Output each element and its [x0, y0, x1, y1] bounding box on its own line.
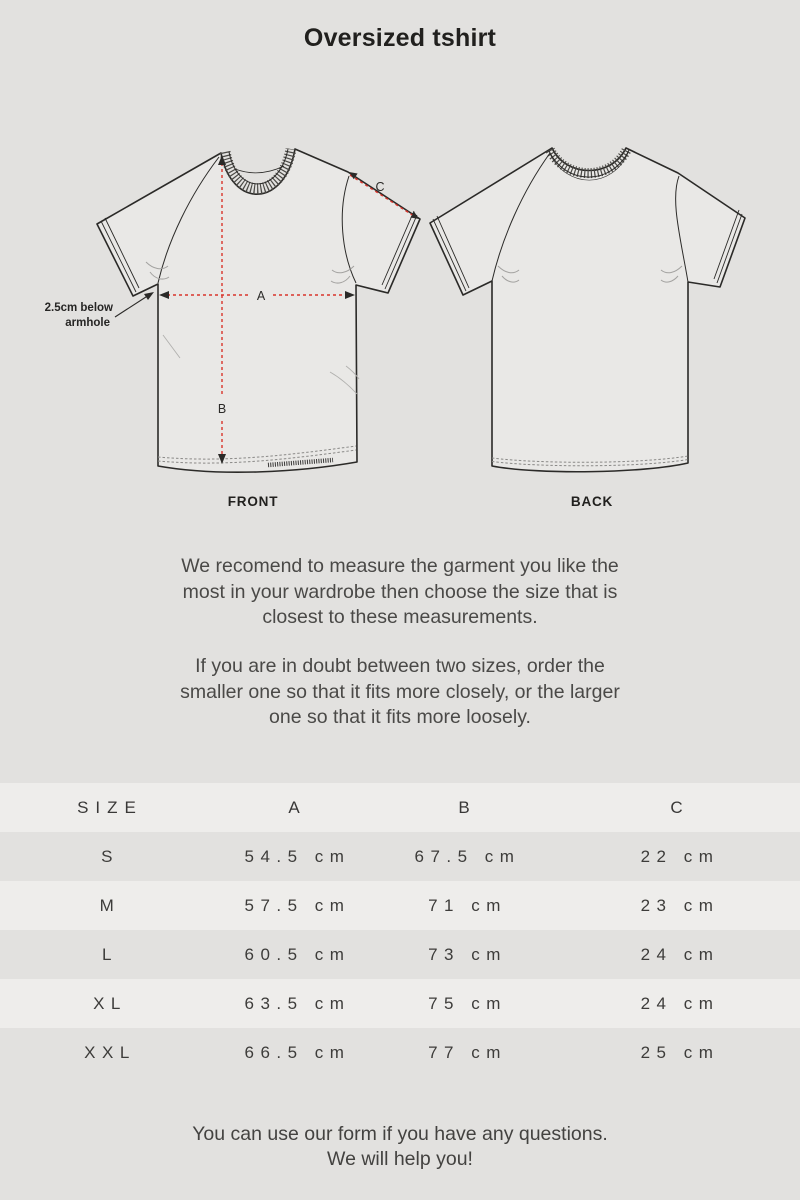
size-table-header-row: SIZE A B C — [0, 783, 800, 832]
front-collar-ribbing — [219, 147, 297, 195]
back-cuff-seams — [432, 209, 743, 292]
page-title: Oversized tshirt — [303, 24, 497, 52]
contact-help-line2: We will help you! — [327, 1148, 473, 1170]
annotation-text-line1: 2.5cm below — [45, 302, 113, 314]
measure-a-cell: 54.5 cm — [244, 846, 351, 866]
table-row: XL 63.5 cm 75 cm 24 cm — [0, 979, 800, 1028]
size-cell: XXL — [84, 1042, 136, 1062]
arrowhead-b-bottom — [218, 454, 226, 464]
arrowhead-a-right — [345, 291, 355, 299]
size-table: SIZE A B C S 54.5 cm 67.5 cm 22 cm M 57.… — [0, 783, 800, 1077]
front-tshirt-drawing — [96, 147, 421, 474]
back-body-outline — [429, 147, 746, 473]
front-fabric-squiggles — [145, 261, 355, 284]
back-view-label: BACK — [571, 494, 613, 509]
annotation-text-line2: armhole — [65, 317, 110, 329]
measure-a-cell: 60.5 cm — [244, 944, 351, 964]
size-cell: M — [99, 895, 121, 915]
contact-help-line1: You can use our form if you have any que… — [192, 1123, 608, 1145]
measure-a-cell: 57.5 cm — [244, 895, 351, 915]
arrowhead-b-top — [218, 155, 226, 165]
back-fabric-squiggles — [497, 265, 683, 283]
back-tshirt-drawing — [429, 146, 746, 473]
measure-advice-paragraph: We recomend to measure the garment you l… — [181, 555, 619, 628]
front-cuff-seams — [100, 210, 418, 293]
back-collar-band-stitch — [549, 152, 629, 181]
front-hem-stitch — [157, 445, 357, 464]
column-header-a: A — [288, 797, 307, 817]
tshirt-measurement-diagram: A B C 2.5cm below armhole FRONT BACK — [45, 146, 746, 509]
back-collar-ribbing — [545, 146, 632, 178]
size-cell: XL — [93, 993, 127, 1013]
armhole-annotation: 2.5cm below armhole — [45, 292, 154, 329]
back-armhole-seams — [491, 152, 689, 283]
measure-a-cell: 63.5 cm — [244, 993, 351, 1013]
measure-b-cell: 75 cm — [428, 993, 507, 1013]
front-view-label: FRONT — [228, 494, 279, 509]
size-doubt-paragraph: If you are in doubt between two sizes, o… — [180, 655, 620, 728]
front-hem-label-texture — [267, 457, 334, 468]
annotation-pointer-arrowhead — [144, 292, 154, 300]
measure-b-cell: 71 cm — [428, 895, 507, 915]
front-fold-lines — [162, 334, 360, 395]
measure-label-c: C — [375, 180, 384, 194]
size-cell: S — [101, 846, 119, 866]
back-collar-band-bottom — [548, 149, 630, 178]
measure-b-cell: 73 cm — [428, 944, 507, 964]
arrowhead-a-left — [159, 291, 169, 299]
measure-c-cell: 23 cm — [640, 895, 720, 915]
column-header-size: SIZE — [77, 797, 143, 817]
table-row: L 60.5 cm 73 cm 24 cm — [0, 930, 800, 979]
measure-b-cell: 67.5 cm — [414, 846, 521, 866]
table-row: M 57.5 cm 71 cm 23 cm — [0, 881, 800, 930]
measure-label-b: B — [218, 402, 226, 416]
measure-a-cell: 66.5 cm — [244, 1042, 351, 1062]
measure-c-cell: 24 cm — [640, 993, 720, 1013]
measure-c-cell: 22 cm — [640, 846, 720, 866]
arrowhead-c-bottom — [410, 211, 419, 219]
arrowhead-c-top — [349, 172, 358, 180]
measurement-arrows: A B C — [159, 155, 419, 464]
table-row: S 54.5 cm 67.5 cm 22 cm — [0, 832, 800, 881]
back-hem-stitch — [491, 455, 689, 467]
measure-c-cell: 25 cm — [640, 1042, 720, 1062]
front-backneck-line — [234, 165, 285, 174]
column-header-b: B — [458, 797, 477, 817]
size-cell: L — [102, 944, 118, 964]
column-header-c: C — [670, 797, 690, 817]
measure-label-a: A — [257, 289, 266, 303]
table-row: XXL 66.5 cm 77 cm 25 cm — [0, 1028, 800, 1077]
contact-help-text: You can use our form if you have any que… — [0, 1122, 800, 1172]
front-collar-inner-arc — [228, 148, 289, 185]
annotation-pointer-line — [114, 294, 150, 318]
measure-c-cell: 24 cm — [640, 944, 720, 964]
front-body-outline — [96, 148, 421, 474]
measure-b-cell: 77 cm — [428, 1042, 507, 1062]
measure-c-line — [349, 174, 418, 219]
